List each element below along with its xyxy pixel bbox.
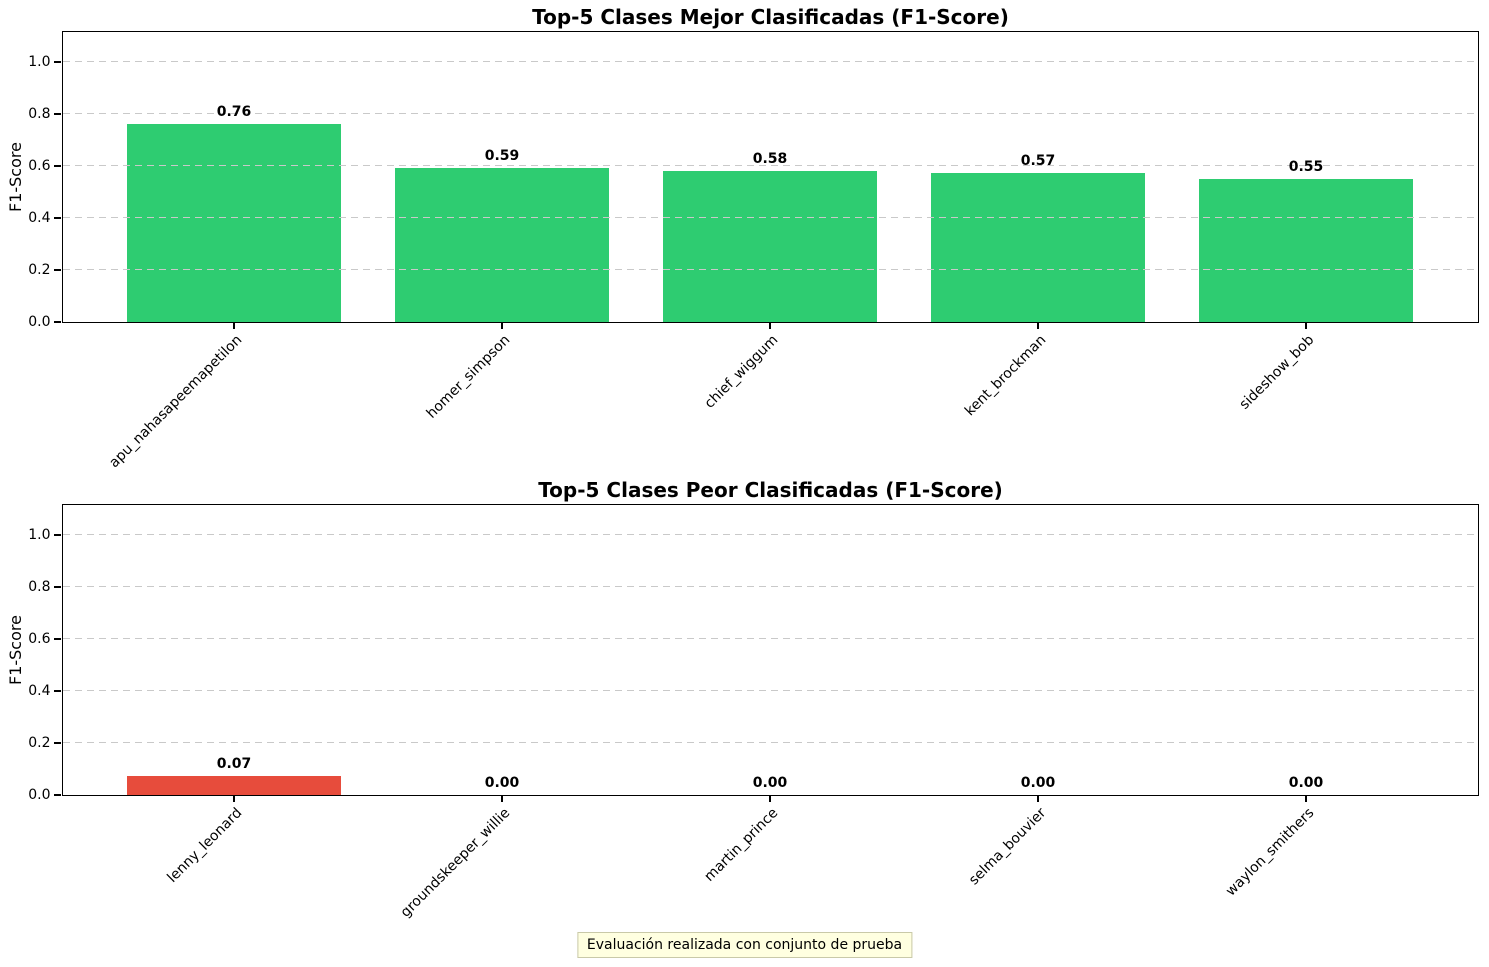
gridline: [62, 268, 1478, 270]
chart-title-bottom: Top-5 Clases Peor Clasificadas (F1-Score…: [538, 478, 1003, 502]
x-tick-mark: [501, 794, 503, 802]
gridline: [62, 585, 1478, 587]
bar-chief_wiggum: [662, 170, 878, 322]
y-tick-mark: [54, 689, 61, 692]
x-tick-mark: [1304, 321, 1307, 329]
bar-value-label: 0.59: [484, 148, 520, 165]
plot-area-bottom: 0.07 0.00 0.00 0.00 0.00 0.0 0.2 0.4 0.6 0.8 1.0 le…: [28, 503, 1479, 920]
x-tick-label-selma_bouvier: selma_bouvier: [965, 804, 1050, 888]
x-tick-mark: [1304, 794, 1307, 802]
y-tick-mark: [54, 216, 61, 219]
x-tick-mark: [1036, 321, 1039, 329]
y-tick-label: 0.2: [28, 734, 51, 751]
y-tick-mark: [54, 585, 61, 588]
bar-value-label: 0.00: [1288, 774, 1324, 791]
y-tick-mark: [54, 793, 61, 796]
x-tick-label-lenny_leonard: lenny_leonard: [164, 804, 246, 886]
gridline: [62, 689, 1478, 691]
bar-value-label: 0.57: [1020, 153, 1056, 170]
x-tick-mark: [1036, 794, 1039, 802]
y-tick-mark: [54, 164, 61, 167]
x-tick-mark: [501, 321, 503, 329]
y-tick-mark: [54, 637, 61, 640]
gridline: [62, 60, 1478, 62]
chart-title-top: Top-5 Clases Mejor Clasificadas (F1-Scor…: [532, 5, 1009, 29]
bar-value-label: 0.58: [752, 150, 788, 167]
y-tick-label: 0.8: [28, 578, 51, 595]
x-tick-mark: [769, 321, 771, 329]
bar-value-label: 0.76: [216, 103, 252, 120]
x-tick-mark: [233, 321, 235, 329]
x-tick-label-kent_brockman: kent_brockman: [962, 331, 1050, 419]
y-tick-mark: [54, 268, 61, 271]
y-tick-label: 0.8: [28, 105, 51, 122]
bar-value-label: 0.00: [1020, 774, 1056, 791]
bar-kent_brockman: [930, 173, 1146, 322]
x-tick-label-homer_simpson: homer_simpson: [423, 331, 514, 422]
y-tick-mark: [54, 112, 61, 115]
y-tick-label: 0.6: [28, 157, 51, 174]
y-axis-label-top: F1-Score: [6, 142, 25, 212]
x-tick-label-sideshow_bob: sideshow_bob: [1236, 331, 1318, 413]
x-tick-mark: [233, 794, 235, 802]
y-tick-label: 0.2: [28, 261, 51, 278]
bar-apu_nahasapeemapetilon: [126, 123, 342, 322]
y-tick-label: 0.6: [28, 630, 51, 647]
gridline: [62, 637, 1478, 639]
bar-sideshow_bob: [1198, 178, 1414, 322]
y-tick-label: 1.0: [28, 53, 51, 70]
y-tick-label: 0.0: [28, 786, 51, 803]
y-tick-mark: [54, 60, 61, 63]
bar-homer_simpson: [394, 168, 610, 322]
bar-lenny_leonard: [126, 776, 342, 795]
y-tick-label: 0.4: [28, 209, 51, 226]
gridline: [62, 164, 1478, 166]
gridline: [62, 216, 1478, 218]
plot-area-top: 0.76 0.59 0.58 0.57 0.55 0.0 0.2 0.4 0.6 0.8 1.0 ap…: [28, 30, 1479, 471]
y-tick-label: 0.0: [28, 313, 51, 330]
footer-note: Evaluación realizada con conjunto de pru…: [576, 932, 913, 958]
y-tick-mark: [54, 320, 61, 323]
x-tick-mark: [769, 794, 771, 802]
x-tick-label-martin_prince: martin_prince: [701, 804, 782, 885]
bar-value-label: 0.00: [752, 774, 788, 791]
bar-value-label: 0.00: [484, 774, 520, 791]
gridline: [62, 741, 1478, 743]
gridline: [62, 112, 1478, 114]
x-tick-label-waylon_smithers: waylon_smithers: [1222, 804, 1318, 899]
bar-value-label: 0.07: [216, 756, 252, 773]
y-tick-mark: [54, 741, 61, 744]
y-tick-label: 1.0: [28, 526, 51, 543]
bar-value-label: 0.55: [1288, 158, 1324, 175]
x-tick-label-apu_nahasapeemapetilon: apu_nahasapeemapetilon: [106, 331, 246, 471]
x-tick-label-groundskeeper_willie: groundskeeper_willie: [397, 804, 514, 921]
x-tick-label-chief_wiggum: chief_wiggum: [701, 331, 782, 412]
y-axis-label-bottom: F1-Score: [6, 615, 25, 685]
y-tick-label: 0.4: [28, 682, 51, 699]
gridline: [62, 533, 1478, 535]
y-tick-mark: [54, 533, 61, 536]
